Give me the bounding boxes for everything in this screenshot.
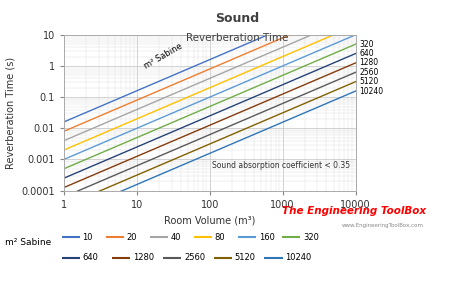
Text: 80: 80: [215, 233, 225, 242]
X-axis label: Room Volume (m³): Room Volume (m³): [164, 215, 255, 225]
Text: 160: 160: [259, 233, 274, 242]
Text: 5120: 5120: [235, 253, 255, 262]
Text: 1280: 1280: [359, 58, 378, 68]
Text: 40: 40: [171, 233, 181, 242]
Text: Sound absorption coefficient < 0.35: Sound absorption coefficient < 0.35: [211, 162, 350, 170]
Text: 2560: 2560: [184, 253, 205, 262]
Text: The Engineering ToolBox: The Engineering ToolBox: [282, 206, 426, 216]
Text: 20: 20: [127, 233, 137, 242]
Text: Reverberation Time: Reverberation Time: [186, 33, 288, 43]
Text: 640: 640: [82, 253, 98, 262]
Text: 2560: 2560: [359, 68, 379, 77]
Text: 10: 10: [82, 233, 93, 242]
Text: Sound: Sound: [215, 12, 259, 25]
Text: 320: 320: [303, 233, 319, 242]
Text: m² Sabine: m² Sabine: [5, 239, 51, 247]
Text: 10240: 10240: [359, 87, 383, 95]
Text: 320: 320: [359, 40, 374, 49]
Text: 1280: 1280: [133, 253, 155, 262]
Text: 5120: 5120: [359, 77, 379, 86]
Text: 10240: 10240: [285, 253, 311, 262]
Y-axis label: Reverberation Time (s): Reverberation Time (s): [6, 57, 16, 169]
Text: 640: 640: [359, 49, 374, 58]
Text: www.EngineeringToolBox.com: www.EngineeringToolBox.com: [341, 223, 423, 228]
Text: m² Sabine: m² Sabine: [143, 42, 184, 71]
